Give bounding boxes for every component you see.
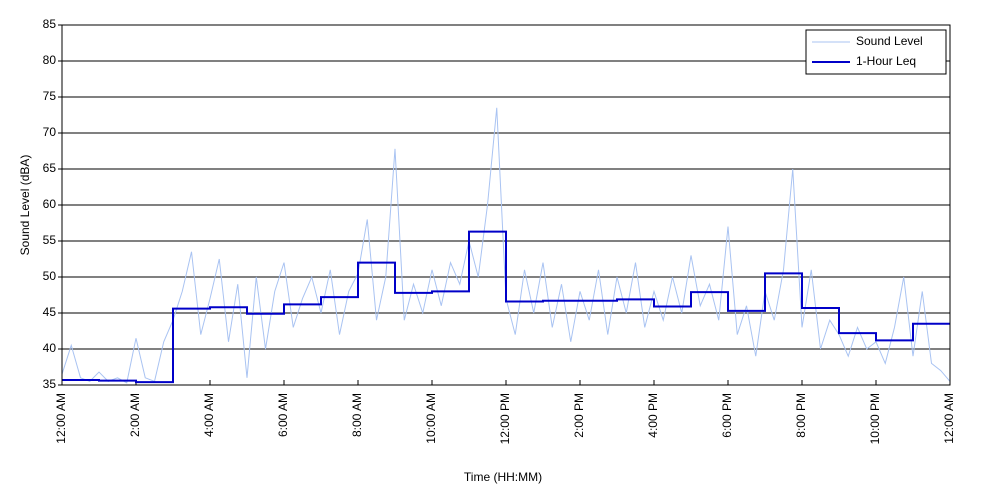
x-tick-label: 12:00 AM xyxy=(54,393,68,444)
y-tick-label: 55 xyxy=(43,233,57,247)
leq-step-line xyxy=(62,230,950,384)
y-tick-label: 45 xyxy=(43,305,57,319)
y-axis-label: Sound Level (dBA) xyxy=(18,155,32,256)
x-axis-label: Time (HH:MM) xyxy=(464,470,542,484)
y-tick-label: 50 xyxy=(43,269,57,283)
y-tick-label: 70 xyxy=(43,125,57,139)
y-tick-label: 60 xyxy=(43,197,57,211)
x-tick-label: 6:00 PM xyxy=(720,393,734,438)
legend-label: Sound Level xyxy=(856,34,923,48)
legend-box xyxy=(805,29,947,75)
y-tick-label: 85 xyxy=(43,17,57,31)
y-tick-label: 65 xyxy=(43,161,57,175)
x-tick-label: 12:00 AM xyxy=(942,393,956,444)
x-tick-label: 4:00 AM xyxy=(202,393,216,437)
x-tick-label: 12:00 PM xyxy=(498,393,512,444)
legend-label: 1-Hour Leq xyxy=(856,54,916,68)
x-tick-label: 4:00 PM xyxy=(646,393,660,438)
x-tick-label: 2:00 PM xyxy=(572,393,586,438)
plot-frame xyxy=(61,24,951,386)
y-tick-label: 75 xyxy=(43,89,57,103)
y-tick-label: 80 xyxy=(43,53,57,67)
y-tick-label: 40 xyxy=(43,341,57,355)
x-tick-label: 10:00 PM xyxy=(868,393,882,444)
x-tick-label: 6:00 AM xyxy=(276,393,290,437)
x-tick-label: 8:00 AM xyxy=(350,393,364,437)
y-tick-label: 35 xyxy=(43,377,57,391)
x-tick-label: 10:00 AM xyxy=(424,393,438,444)
x-tick-label: 8:00 PM xyxy=(794,393,808,438)
x-tick-label: 2:00 AM xyxy=(128,393,142,437)
